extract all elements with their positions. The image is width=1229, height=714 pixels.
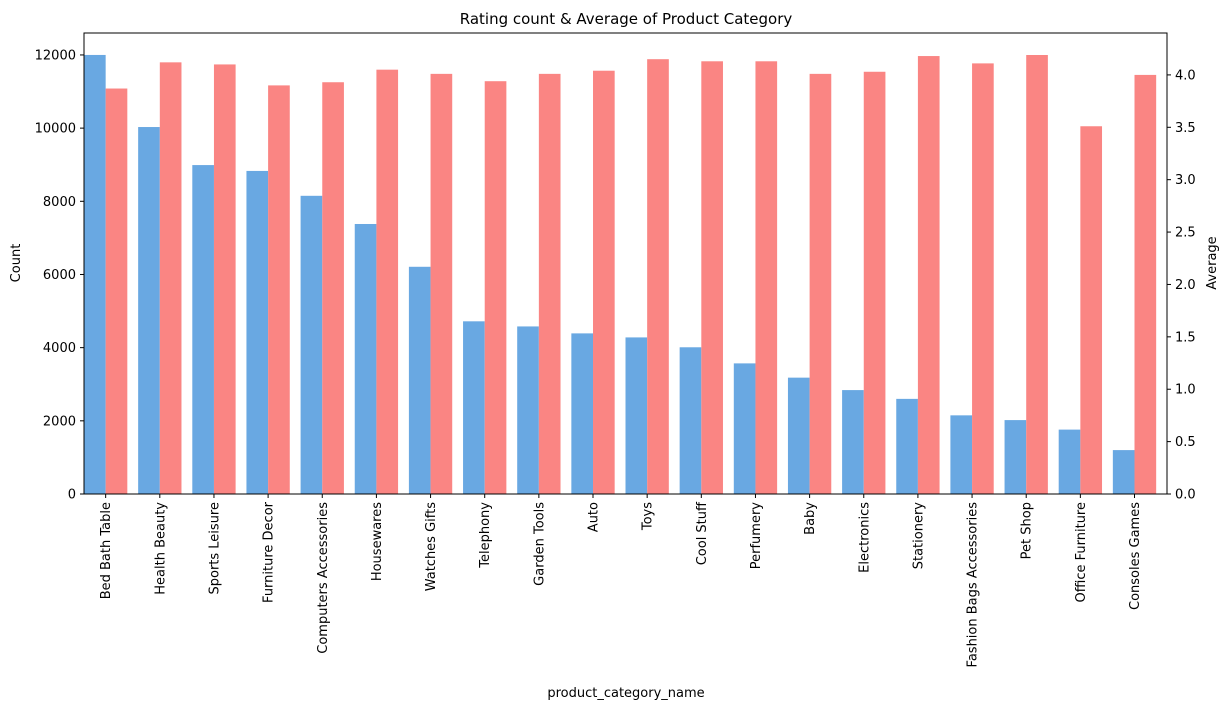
average-bar-3: [213, 64, 236, 495]
count-bar-14: [787, 377, 810, 494]
x-tick-label: Housewares: [370, 502, 385, 581]
y-right-tick-label: 4.0: [1175, 68, 1196, 83]
y-left-tick-label: 4000: [43, 341, 76, 356]
count-bar-3: [192, 165, 214, 494]
count-bar-11: [625, 337, 648, 494]
count-bar-20: [1112, 450, 1135, 494]
x-tick-label: Consoles Games: [1128, 502, 1143, 610]
count-bar-10: [571, 333, 594, 494]
average-bar-11: [647, 59, 669, 494]
x-tick-label: Perfumery: [749, 502, 764, 570]
y-axis-label-right: Average: [1205, 236, 1220, 289]
count-bar-19: [1058, 429, 1081, 494]
x-tick-label: Baby: [803, 502, 818, 535]
average-bar-16: [917, 56, 940, 495]
y-left-tick-label: 12000: [35, 48, 76, 63]
y-axis-label-left: Count: [9, 244, 24, 283]
count-bar-16: [896, 398, 918, 494]
x-tick-label: Toys: [641, 502, 656, 531]
average-bar-9: [538, 73, 561, 495]
count-bar-18: [1004, 420, 1027, 494]
x-tick-label: Health Beauty: [153, 502, 168, 595]
average-bar-15: [863, 71, 886, 495]
average-bar-10: [593, 70, 615, 494]
y-right-tick-label: 0.5: [1175, 435, 1196, 450]
x-tick-label: Fashion Bags Accessories: [966, 502, 981, 668]
count-bar-6: [354, 223, 377, 495]
y-right-tick-label: 3.5: [1175, 121, 1196, 136]
x-tick-label: Cool Stuff: [695, 501, 710, 565]
x-tick-label: Computers Accessories: [316, 502, 331, 654]
average-bar-8: [484, 81, 507, 494]
average-bar-20: [1134, 74, 1157, 494]
count-bar-2: [138, 127, 160, 494]
x-tick-label: Sports Leisure: [207, 502, 222, 595]
y-right-tick-label: 1.0: [1175, 383, 1196, 398]
plot-area: 0 2000 4000 6000 8000 10000 12000 0.0 0.5 1.0 1.5 2…: [35, 32, 1196, 668]
average-bar-7: [430, 73, 453, 495]
count-bar-9: [517, 326, 539, 494]
x-tick-label: Electronics: [857, 502, 872, 573]
average-bar-12: [701, 61, 723, 494]
average-bar-6: [376, 69, 399, 495]
count-bar-5: [300, 195, 323, 494]
x-axis-label: product_category_name: [547, 686, 704, 701]
average-bar-18: [1026, 55, 1048, 494]
y-right-tick-label: 0.0: [1175, 488, 1196, 503]
count-bar-13: [733, 363, 756, 494]
x-tick-label: Telephony: [478, 502, 493, 569]
x-tick-label: Bed Bath Table: [99, 502, 114, 599]
x-tick-label: Garden Tools: [532, 502, 547, 586]
count-bar-1: [84, 54, 106, 494]
count-bar-4: [246, 170, 269, 494]
y-right-tick-label: 1.5: [1175, 330, 1196, 345]
count-bar-12: [679, 347, 702, 494]
x-tick-label: Pet Shop: [1020, 502, 1035, 559]
y-right-tick-label: 2.5: [1175, 226, 1196, 241]
average-bar-1: [105, 88, 128, 494]
y-right-tick-label: 2.0: [1175, 278, 1196, 293]
average-bar-19: [1080, 126, 1103, 494]
x-tick-label: Office Furniture: [1074, 502, 1089, 602]
count-bar-17: [950, 415, 973, 494]
average-bar-2: [159, 62, 182, 495]
y-left-tick-label: 6000: [43, 268, 76, 283]
x-tick-label: Stationery: [911, 502, 926, 570]
x-tick-label: Watches Gifts: [424, 502, 439, 592]
average-bar-4: [268, 85, 290, 494]
y-left-tick-label: 0: [68, 488, 76, 503]
y-left-tick-label: 8000: [43, 195, 76, 210]
x-tick-label: Auto: [587, 502, 602, 532]
y-left-tick-label: 2000: [43, 414, 76, 429]
plot-frame: [83, 32, 1168, 495]
average-bar-17: [972, 63, 994, 494]
average-bar-14: [809, 73, 832, 495]
y-right-tick-label: 3.0: [1175, 173, 1196, 188]
chart-title: Rating count & Average of Product Catego…: [460, 10, 793, 28]
count-bar-15: [842, 390, 864, 494]
count-bar-7: [408, 266, 431, 494]
average-bar-5: [322, 82, 344, 495]
y-left-tick-label: 10000: [35, 122, 76, 137]
x-tick-label: Furniture Decor: [262, 501, 277, 603]
average-bar-13: [755, 61, 778, 494]
count-bar-8: [463, 321, 485, 494]
